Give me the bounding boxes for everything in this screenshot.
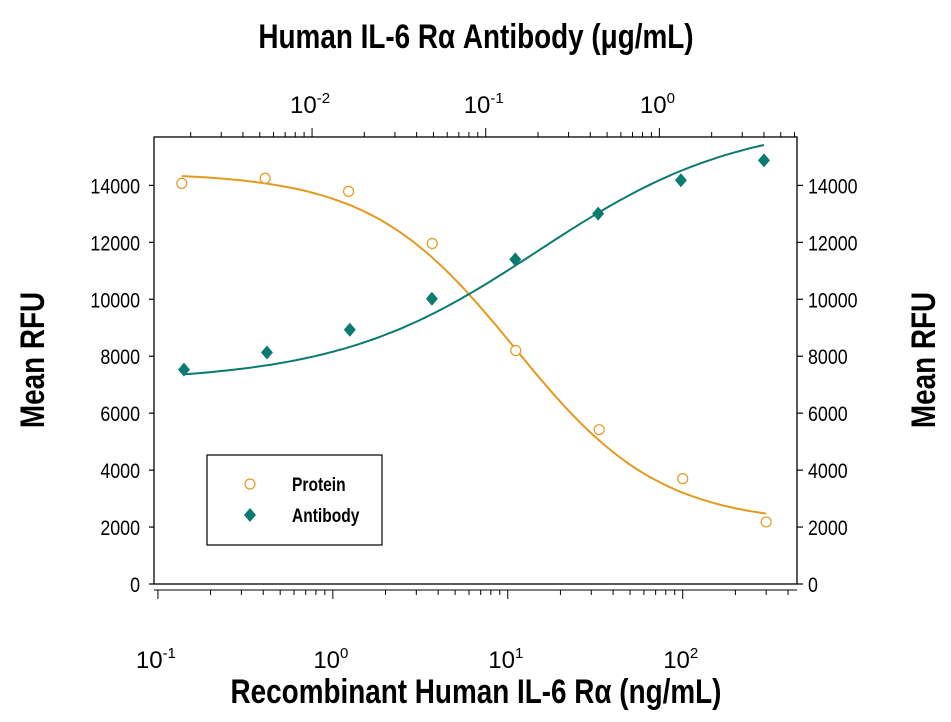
right-axis-title: Mean RFU xyxy=(904,292,942,428)
antibody-data-point xyxy=(260,345,273,360)
legend: Protein Antibody xyxy=(206,454,383,546)
x2-tick-label: 100 xyxy=(640,90,675,119)
plot-frame xyxy=(153,136,798,585)
protein-fit-curve xyxy=(181,175,767,515)
y-tick-label-left: 4000 xyxy=(100,460,140,484)
y-tick-label-left: 14000 xyxy=(90,175,140,199)
y-tick-label-right: 6000 xyxy=(808,403,848,427)
y-tick-label-left: 12000 xyxy=(90,232,140,256)
y-tick-label-right: 8000 xyxy=(808,346,848,370)
protein-data-point xyxy=(593,424,605,436)
antibody-data-point xyxy=(509,252,522,267)
y-tick-label-right: 12000 xyxy=(808,232,858,256)
x-tick-label: 10-1 xyxy=(136,645,176,674)
legend-box xyxy=(206,454,383,546)
y-tick-label-right: 2000 xyxy=(808,517,848,541)
y-tick-label-left: 8000 xyxy=(100,346,140,370)
left-axis-title: Mean RFU xyxy=(13,292,51,428)
x-tick-label: 102 xyxy=(663,645,698,674)
antibody-data-point xyxy=(177,362,190,377)
protein-data-point xyxy=(677,473,689,485)
y-tick-label-left: 2000 xyxy=(100,517,140,541)
y-tick-label-right: 4000 xyxy=(808,460,848,484)
legend-antibody-marker xyxy=(244,508,256,522)
y-tick-label-right: 14000 xyxy=(808,175,858,199)
legend-antibody-label: Antibody xyxy=(292,505,360,527)
y-tick-label-right: 0 xyxy=(808,574,818,598)
x-tick-label: 100 xyxy=(313,645,348,674)
bottom-axis-title: Recombinant Human IL-6 Rα (ng/mL) xyxy=(231,672,722,710)
protein-data-point xyxy=(259,172,271,184)
antibody-fit-curve xyxy=(183,144,765,376)
protein-data-point xyxy=(426,237,438,250)
y-tick-label-right: 10000 xyxy=(808,289,858,313)
protein-data-point xyxy=(176,177,188,190)
top-axis-title: Human IL-6 Rα Antibody (μg/mL) xyxy=(258,17,693,55)
antibody-data-point xyxy=(425,291,438,306)
protein-data-point xyxy=(342,185,355,197)
y-tick-label-left: 10000 xyxy=(90,289,140,313)
antibody-data-point xyxy=(343,322,356,337)
protein-data-point xyxy=(510,344,522,357)
antibody-data-point xyxy=(674,173,687,188)
y-tick-label-left: 0 xyxy=(130,574,140,598)
antibody-data-point xyxy=(757,153,770,168)
x2-tick-label: 10-1 xyxy=(464,90,504,119)
legend-protein-marker xyxy=(244,478,256,490)
legend-protein-label: Protein xyxy=(292,474,346,496)
protein-data-point xyxy=(760,516,772,528)
x-tick-label: 101 xyxy=(488,645,523,674)
y-tick-label-left: 6000 xyxy=(100,403,140,427)
x2-tick-label: 10-2 xyxy=(290,90,330,119)
antibody-data-point xyxy=(592,206,605,221)
